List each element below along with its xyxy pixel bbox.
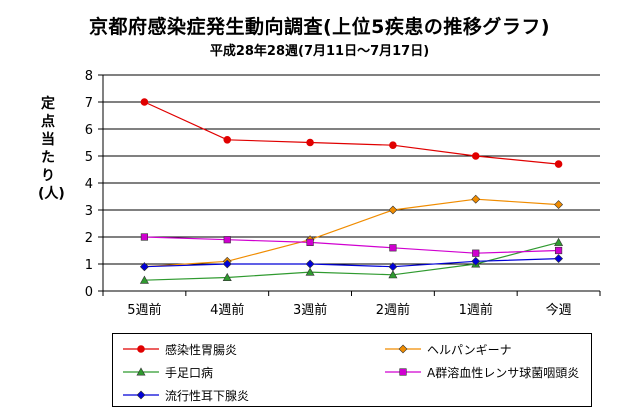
x-tick-label: 今週 (546, 302, 572, 318)
y-tick-label: 5 (85, 150, 93, 165)
data-point (140, 98, 149, 106)
data-point (223, 136, 232, 144)
data-point (222, 259, 232, 269)
legend-label: 流行性耳下腺炎 (165, 389, 249, 403)
series-line (144, 236, 559, 254)
data-point (554, 200, 564, 210)
data-point (554, 160, 563, 168)
series-line (144, 241, 559, 281)
data-point (389, 141, 397, 149)
x-tick-label: 5週前 (127, 302, 161, 318)
series-line (144, 258, 559, 268)
legend-marker (399, 368, 407, 376)
data-point (554, 254, 564, 264)
series-1 (140, 98, 563, 168)
data-point (139, 275, 149, 284)
legend-marker (136, 390, 146, 400)
legend-item: A群溶血性レンサ球菌咽頭炎 (385, 365, 579, 380)
y-tick-label: 0 (85, 285, 93, 300)
data-point (471, 256, 481, 266)
y-tick-label: 7 (85, 96, 93, 111)
data-point (554, 246, 563, 255)
x-tick-label: 3週前 (293, 302, 327, 318)
data-point (388, 262, 398, 272)
y-tick-label: 2 (85, 231, 93, 246)
legend-label: ヘルパンギーナ (427, 343, 512, 357)
series-2 (139, 194, 564, 272)
legend-marker (136, 367, 146, 376)
chart-title: 京都府感染症発生動向調査(上位5疾患の推移グラフ) (88, 16, 551, 38)
data-point (305, 267, 315, 276)
legend-marker (398, 344, 408, 354)
data-point (388, 270, 398, 279)
data-point (305, 259, 315, 269)
legend-label: A群溶血性レンサ球菌咽頭炎 (427, 365, 579, 380)
chart-subtitle: 平成28年28週(7月11日〜7月17日) (209, 44, 430, 59)
series-4 (140, 233, 563, 257)
data-point (306, 138, 314, 147)
data-point (554, 237, 564, 246)
data-point (306, 238, 314, 247)
series-5 (139, 254, 564, 272)
x-tick-label: 4週前 (210, 302, 244, 318)
x-tick-label: 2週前 (376, 302, 410, 318)
legend-label: 手足口病 (165, 365, 213, 380)
data-point (139, 262, 149, 272)
legend-item: 感染性胃腸炎 (123, 342, 237, 357)
y-tick-label: 6 (85, 123, 93, 138)
legend-marker (137, 345, 145, 353)
y-tick-label: 1 (85, 258, 93, 273)
legend-item: 手足口病 (123, 365, 213, 380)
y-tick-label: 8 (85, 69, 93, 84)
series-line (144, 198, 559, 268)
data-point (472, 249, 480, 257)
legend: 感染性胃腸炎 ヘルパンギーナ手足口病 A群溶血性レンサ球菌咽頭炎流行性耳下腺炎 (112, 333, 592, 407)
data-point (471, 194, 481, 204)
data-point (222, 272, 232, 282)
y-tick-label: 4 (85, 177, 93, 192)
data-point (388, 205, 398, 215)
legend-item: ヘルパンギーナ (385, 343, 512, 357)
data-point (140, 233, 149, 241)
data-point (471, 152, 480, 160)
y-tick-label: 3 (85, 204, 93, 219)
data-point (389, 244, 397, 252)
x-tick-label: 1週前 (459, 302, 493, 318)
data-point (223, 236, 231, 244)
legend-label: 感染性胃腸炎 (165, 342, 237, 357)
series-line (144, 101, 559, 165)
legend-item: 流行性耳下腺炎 (123, 389, 249, 403)
